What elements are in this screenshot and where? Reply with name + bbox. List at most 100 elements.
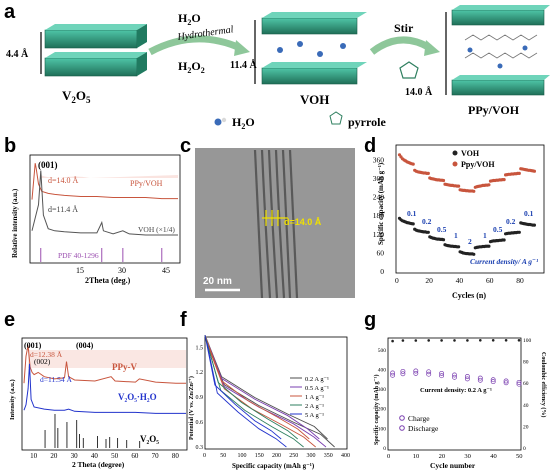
g-ylabel-right: Coulombic efficiency (%) (540, 352, 547, 417)
panel-letter-c: c (180, 135, 192, 157)
g-xtick-3: 30 (464, 453, 471, 460)
g-point-2-5 (453, 339, 456, 342)
f-ytick-2: 0.9 (196, 395, 204, 401)
g-current-label: Current density: 0.2 A g⁻¹ (420, 387, 492, 394)
ppy-voh-label: PPy/VOH (468, 103, 520, 117)
e-d2: d=11.54 Å (40, 375, 72, 384)
g-ytick-right-4: 80 (523, 360, 529, 366)
d-point-1-69 (502, 178, 506, 182)
hydrothermal-arrow (148, 35, 242, 56)
g-point-1-1 (400, 368, 406, 374)
d-point-0-79 (517, 230, 521, 234)
g-xtick-5: 50 (516, 453, 523, 460)
f-legend-label-4: 5 A g⁻¹ (305, 412, 324, 419)
g-legend-discharge-marker (399, 425, 405, 431)
f-xtick-2: 100 (238, 453, 247, 459)
g-point-2-3 (427, 339, 431, 342)
voh-structure (254, 12, 367, 85)
b-pdf-label: PDF 40-1296 (58, 251, 99, 260)
f-ylabel: Potential (V vs. Zn/Zn²⁺) (188, 376, 195, 440)
panel-letter-g: g (364, 309, 377, 331)
g-point-2-7 (479, 339, 482, 342)
g-point-2-1 (401, 339, 405, 342)
f-xtick-8: 400 (341, 453, 350, 459)
f-xtick-7: 350 (324, 453, 333, 459)
d-point-0-29 (441, 238, 446, 242)
e-xtick-2: 30 (71, 452, 79, 460)
pyrrole-legend-label: pyrrole (348, 115, 386, 129)
g-legend-charge-marker (399, 415, 405, 421)
f-discharge-2 (206, 343, 316, 448)
b-trace-1 (31, 170, 178, 236)
f-xlabel: Specific capacity (mAh g⁻¹) (232, 462, 315, 470)
f-charge-1 (204, 335, 320, 440)
b-trace1-label: PPy/VOH (130, 179, 163, 188)
g-point-1-8 (490, 377, 496, 383)
panel-e: (001) d=12.38 Å (002) (004) d=11.54 Å PP… (9, 337, 188, 469)
f-xtick-5: 250 (289, 453, 298, 459)
d-point-0-69 (502, 238, 506, 242)
f-discharge-4 (206, 343, 287, 448)
arrow1-bottom-label: H2O2 (178, 59, 205, 75)
g-ytick-right-1: 20 (523, 424, 529, 430)
g-point-2-2 (414, 339, 418, 342)
ppy-spacing-label: 14.0 Å (405, 86, 433, 98)
panel-d-points (397, 153, 537, 256)
g-xtick-4: 40 (490, 453, 497, 460)
b-peak-label: (001) (38, 160, 58, 170)
pyrrole-legend-icon (329, 111, 343, 125)
panel-letter-b: b (4, 135, 17, 157)
d-point-0-49 (472, 252, 476, 256)
f-charge-4 (204, 335, 282, 440)
panel-g-points (390, 339, 522, 387)
g-point-0-6 (464, 376, 470, 382)
f-legend-label-3: 2 A g⁻¹ (305, 403, 324, 410)
ppy-voh-structure (445, 5, 550, 96)
e-peak3: (004) (76, 341, 94, 350)
g-ytick-left-10: 500 (378, 348, 387, 354)
g-point-1-10 (516, 379, 522, 385)
e-xtick-3: 40 (91, 452, 99, 460)
d-point-0-19 (426, 230, 430, 234)
e-xtick-5: 60 (131, 452, 139, 460)
g-ytick-right-3: 60 (523, 381, 529, 387)
g-ytick-left-0: 0 (383, 446, 386, 452)
g-point-0-4 (439, 373, 445, 379)
d-ytick-6: 360 (373, 155, 385, 164)
panel-f-ticks: 0 50 100 150 200 250 300 350 400 0.3 0.6 0.9 1.2 1.5 (196, 345, 351, 459)
water-legend-icon (214, 118, 222, 126)
d-rate-8: 0.1 (524, 209, 534, 218)
d-point-0-89 (532, 223, 537, 227)
g-point-1-0 (390, 370, 396, 376)
stir-arrow (369, 36, 432, 55)
e-trace-1 (23, 363, 186, 414)
d-xtick-4: 80 (516, 276, 524, 285)
panel-e-traces (23, 345, 186, 448)
g-point-0-8 (490, 379, 496, 385)
d-ylabel: Specific capacity (mAh g⁻¹) (377, 162, 385, 245)
g-point-2-8 (491, 339, 495, 342)
d-ytick-2: 120 (373, 230, 385, 239)
panel-letter-e: e (4, 309, 16, 331)
f-charge-0 (204, 335, 328, 440)
d-point-1-49 (472, 189, 476, 193)
b-ylabel: Relative intensity (a.u.) (11, 188, 19, 258)
d-current-label: Current density/ A g⁻¹ (470, 257, 538, 266)
g-point-0-0 (390, 372, 396, 378)
v2o5-spacing-label: 4.4 Å (6, 48, 29, 60)
b-xlabel: 2Theta (deg.) (85, 276, 131, 285)
d-point-1-19 (426, 171, 430, 175)
d-spacing-marker (262, 210, 288, 226)
b-trace-0 (31, 163, 178, 200)
g-xtick-1: 10 (413, 453, 420, 460)
panel-letter-d: d (364, 135, 377, 157)
f-xtick-1: 50 (220, 453, 226, 459)
g-ytick-right-2: 40 (523, 403, 529, 409)
d-point-1-39 (457, 184, 461, 188)
g-legend-charge: Charge (408, 414, 430, 423)
panel-f-legend: 0.2 A g⁻¹ 0.5 A g⁻¹ 1 A g⁻¹ 2 A g⁻¹ 5 A g⁻¹ (290, 376, 329, 419)
e-ylabel: Intensity (a.u.) (9, 379, 16, 420)
f-legend-label-1: 0.5 A g⁻¹ (305, 385, 329, 392)
water-legend-label: H2O (232, 115, 255, 131)
g-point-2-10 (517, 339, 521, 342)
